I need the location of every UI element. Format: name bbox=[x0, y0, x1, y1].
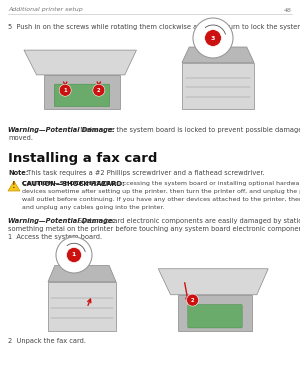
Text: wall outlet before continuing. If you have any other devices attached to the pri: wall outlet before continuing. If you ha… bbox=[22, 197, 300, 202]
Text: Note:: Note: bbox=[8, 170, 28, 176]
Text: 46: 46 bbox=[284, 7, 292, 12]
Text: moved.: moved. bbox=[8, 135, 33, 141]
Text: Installing a fax card: Installing a fax card bbox=[8, 152, 158, 165]
Circle shape bbox=[193, 18, 233, 58]
Circle shape bbox=[187, 294, 199, 306]
Polygon shape bbox=[178, 295, 252, 331]
Circle shape bbox=[59, 84, 71, 96]
Text: 2: 2 bbox=[97, 88, 101, 93]
Text: Make sure the system board is locked to prevent possible damage to the printer i: Make sure the system board is locked to … bbox=[76, 127, 300, 133]
Text: Warning—Potential Damage:: Warning—Potential Damage: bbox=[8, 218, 115, 224]
Text: 2  Unpack the fax card.: 2 Unpack the fax card. bbox=[8, 338, 86, 344]
Text: something metal on the printer before touching any system board electronic compo: something metal on the printer before to… bbox=[8, 226, 300, 232]
Text: CAUTION—SHOCK HAZARD:: CAUTION—SHOCK HAZARD: bbox=[22, 181, 125, 187]
Text: This task requires a #2 Phillips screwdriver and a flathead screwdriver.: This task requires a #2 Phillips screwdr… bbox=[25, 170, 265, 176]
Text: If you are accessing the system board or installing optional hardware or memory: If you are accessing the system board or… bbox=[85, 181, 300, 186]
Text: 1: 1 bbox=[63, 88, 67, 93]
Text: CAUTION—SHOCK HAZARD:: CAUTION—SHOCK HAZARD: bbox=[22, 181, 118, 186]
Circle shape bbox=[66, 248, 82, 263]
FancyBboxPatch shape bbox=[188, 305, 242, 328]
Polygon shape bbox=[48, 265, 116, 282]
Circle shape bbox=[93, 84, 105, 96]
Polygon shape bbox=[182, 62, 254, 109]
Text: Warning—Potential Damage:: Warning—Potential Damage: bbox=[8, 127, 115, 133]
Text: 5  Push in on the screws while rotating them clockwise a quarter turn to lock th: 5 Push in on the screws while rotating t… bbox=[8, 24, 300, 30]
Text: Additional printer setup: Additional printer setup bbox=[8, 7, 83, 12]
Polygon shape bbox=[24, 50, 136, 75]
Polygon shape bbox=[44, 75, 120, 109]
Text: 2: 2 bbox=[191, 298, 194, 303]
Polygon shape bbox=[158, 269, 268, 295]
Text: devices sometime after setting up the printer, then turn the printer off, and un: devices sometime after setting up the pr… bbox=[22, 189, 300, 194]
Text: 1  Access the system board.: 1 Access the system board. bbox=[8, 234, 102, 240]
Text: 1: 1 bbox=[72, 253, 76, 258]
Polygon shape bbox=[8, 181, 20, 191]
Text: 3: 3 bbox=[211, 35, 215, 40]
Circle shape bbox=[56, 237, 92, 273]
Text: System board electronic components are easily damaged by static electricity. Tou: System board electronic components are e… bbox=[76, 218, 300, 224]
Polygon shape bbox=[48, 282, 116, 331]
FancyBboxPatch shape bbox=[54, 84, 110, 107]
Polygon shape bbox=[182, 47, 254, 62]
Text: and unplug any cables going into the printer.: and unplug any cables going into the pri… bbox=[22, 205, 164, 210]
Text: !: ! bbox=[12, 181, 16, 190]
Circle shape bbox=[205, 29, 221, 47]
